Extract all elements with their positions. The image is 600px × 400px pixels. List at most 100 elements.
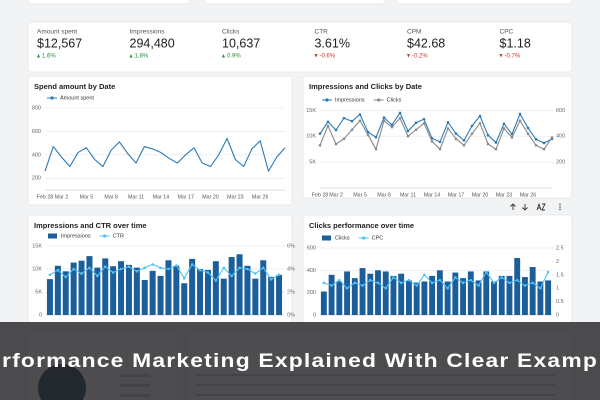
legend-dot xyxy=(50,96,54,100)
bar xyxy=(212,261,219,315)
bar xyxy=(244,265,251,315)
point xyxy=(531,281,534,285)
legend-label: Impressions xyxy=(61,233,91,239)
y2-tick-label: 1.5 xyxy=(556,272,564,278)
bar xyxy=(429,275,436,315)
bar xyxy=(78,260,85,315)
point xyxy=(518,119,522,123)
bar xyxy=(276,274,283,315)
point xyxy=(406,129,410,133)
y-tick-label: 400 xyxy=(307,268,316,274)
kpi-value: 10,637 xyxy=(222,36,260,50)
x-tick-label: Mar 26 xyxy=(252,194,269,200)
point xyxy=(390,125,394,129)
y2-tick-label: 0.5 xyxy=(556,299,564,305)
point xyxy=(470,124,474,128)
kpi-label: CPM xyxy=(407,29,421,36)
point xyxy=(318,132,322,135)
trend-arrow xyxy=(314,54,318,58)
x-tick-label: Mar 14 xyxy=(424,192,441,198)
point xyxy=(353,281,357,285)
point xyxy=(318,143,322,147)
point xyxy=(494,147,498,151)
point xyxy=(454,276,457,279)
y-tick-label: 10K xyxy=(32,266,42,272)
point xyxy=(175,264,178,267)
bar xyxy=(344,271,351,315)
point xyxy=(167,267,170,271)
point xyxy=(214,279,218,282)
y-tick-label: 200 xyxy=(307,290,316,296)
point xyxy=(508,281,511,285)
point xyxy=(72,267,75,271)
x-tick-label: Mar 8 xyxy=(104,194,118,200)
point xyxy=(376,281,380,285)
point xyxy=(399,281,403,285)
x-tick-label: Mar 8 xyxy=(377,192,391,198)
point xyxy=(502,122,506,126)
point xyxy=(345,286,349,290)
legend-dot xyxy=(362,236,366,240)
legend-swatch xyxy=(322,235,331,241)
trend-arrow xyxy=(37,54,40,58)
point xyxy=(526,126,530,130)
kpi-label: Impressions xyxy=(130,29,166,36)
menu-dot[interactable] xyxy=(559,208,561,211)
x-tick-label: Mar 11 xyxy=(128,194,144,200)
menu-dot[interactable] xyxy=(559,206,561,208)
point xyxy=(407,278,411,282)
menu-dot[interactable] xyxy=(559,203,561,206)
bar xyxy=(336,281,343,315)
point xyxy=(526,132,530,135)
point xyxy=(534,143,538,147)
bar xyxy=(413,282,420,315)
point xyxy=(135,270,139,273)
banner xyxy=(0,322,600,400)
y2-tick-label: 4% xyxy=(287,266,295,272)
y2-tick-label: 2.5 xyxy=(556,245,564,251)
point xyxy=(374,135,378,139)
point xyxy=(542,147,546,151)
y-tick-label: 15K xyxy=(306,108,316,114)
point xyxy=(326,120,330,124)
kpi-change: -0.7% xyxy=(505,54,521,60)
point xyxy=(361,284,364,287)
bar xyxy=(157,275,164,315)
bar xyxy=(268,276,275,315)
trend-arrow xyxy=(499,54,503,58)
point xyxy=(422,121,426,125)
sort-up-icon[interactable] xyxy=(510,203,516,210)
bar xyxy=(390,275,397,315)
sort-down-icon[interactable] xyxy=(522,204,528,211)
line xyxy=(319,117,553,150)
point xyxy=(350,119,354,123)
kpi-value: $42.68 xyxy=(407,36,445,50)
point xyxy=(103,265,107,269)
point xyxy=(461,281,465,285)
point xyxy=(222,266,226,270)
y-tick-label: 200 xyxy=(32,176,41,182)
bar xyxy=(141,280,148,315)
point xyxy=(454,137,458,141)
x-tick-label: Mar 26 xyxy=(520,192,537,198)
bar xyxy=(498,275,505,315)
sort-az-icon[interactable] xyxy=(536,202,546,211)
bar xyxy=(102,258,109,315)
y2-tick-label: 0% xyxy=(287,312,295,318)
point xyxy=(334,128,338,132)
bar xyxy=(189,258,196,315)
bar xyxy=(220,278,227,315)
point xyxy=(80,272,83,275)
point xyxy=(438,140,442,144)
y-tick-label: 0 xyxy=(313,312,316,318)
point xyxy=(446,120,450,124)
x-tick-label: Mar 17 xyxy=(448,192,465,198)
line xyxy=(319,112,553,144)
point xyxy=(238,266,241,270)
point xyxy=(462,139,466,142)
bar xyxy=(529,266,536,315)
legend-label: Impressions xyxy=(335,97,365,103)
point xyxy=(470,132,474,135)
point xyxy=(500,276,504,279)
point xyxy=(486,133,490,137)
